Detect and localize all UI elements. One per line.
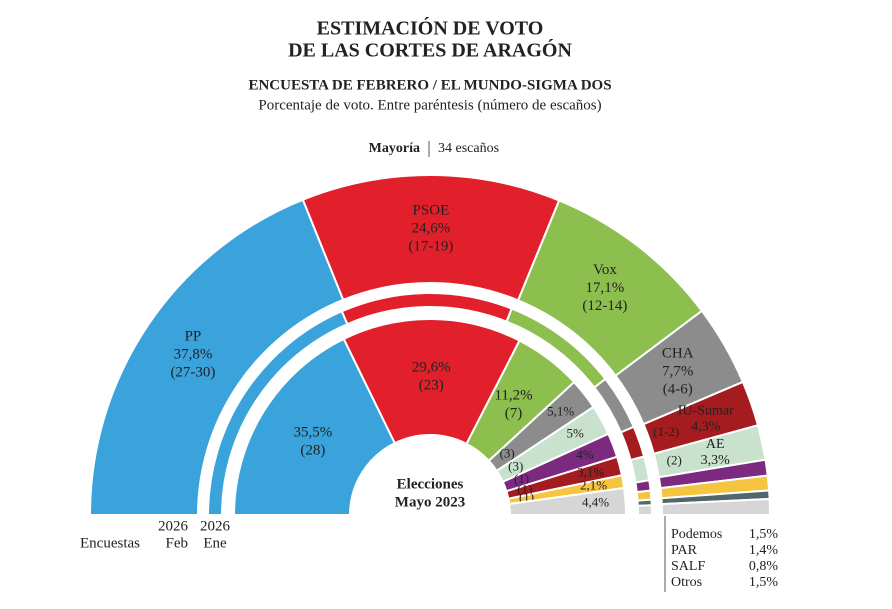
chart-subtitle: ENCUESTA DE FEBRERO / EL MUNDO-SIGMA DOS xyxy=(248,77,611,93)
segment-label: (17-19) xyxy=(408,238,453,254)
segment-label: 4% xyxy=(576,447,594,462)
segment-label: 3,3% xyxy=(701,453,731,468)
segment-label: 5% xyxy=(567,426,585,441)
ring-label: 2026 xyxy=(158,518,189,534)
seat-label: (1) xyxy=(517,481,532,496)
segment-label: Vox xyxy=(593,262,617,278)
majority-label: Mayoría xyxy=(369,141,420,156)
segment-label: PSOE xyxy=(413,202,450,218)
legend-label: SALF xyxy=(671,559,705,574)
segment-label: (7) xyxy=(505,406,523,422)
ring-segment xyxy=(88,198,345,516)
ring-label: Feb xyxy=(166,535,189,551)
legend-value: 1,5% xyxy=(749,527,779,542)
legend-label: Podemos xyxy=(671,527,722,542)
segment-label: (12-14) xyxy=(582,298,627,314)
ring-segment xyxy=(660,497,772,516)
ring-label: Elecciones xyxy=(397,476,464,492)
legend-value: 1,4% xyxy=(749,543,779,558)
seat-label: (2) xyxy=(667,453,682,468)
legend-value: 1,5% xyxy=(749,575,779,590)
ring-segment xyxy=(636,504,654,516)
seat-label: (1) xyxy=(514,471,529,486)
legend-label: PAR xyxy=(671,543,698,558)
segment-label: 35,5% xyxy=(294,424,333,440)
segment-label: (27-30) xyxy=(170,364,215,380)
majority-seats: 34 escaños xyxy=(438,141,499,156)
ring-segment xyxy=(342,318,521,446)
chart-title: ESTIMACIÓN DE VOTO xyxy=(317,16,544,40)
segment-label: 24,6% xyxy=(412,220,451,236)
ring-label: Ene xyxy=(203,535,227,551)
ring-group-label: Encuestas xyxy=(80,535,140,551)
segment-name: AE xyxy=(706,437,725,452)
ring-segment xyxy=(629,455,651,484)
segment-name: IU-Sumar xyxy=(678,403,734,418)
ring-segment xyxy=(508,486,628,516)
segment-label: 4,3% xyxy=(691,419,721,434)
segment-label: (28) xyxy=(300,442,325,458)
segment-label: (4-6) xyxy=(663,382,693,398)
seat-label: (1-2) xyxy=(653,424,679,439)
ring-label: Mayo 2023 xyxy=(395,494,465,510)
chart-note: Porcentaje de voto. Entre paréntesis (nú… xyxy=(258,97,601,113)
seat-label: (3) xyxy=(508,459,523,474)
ring-label: 2026 xyxy=(200,518,231,534)
segment-label: 7,7% xyxy=(662,364,693,380)
segment-label: 5,1% xyxy=(547,404,574,419)
segment-label: 37,8% xyxy=(174,346,213,362)
seat-label: (3) xyxy=(500,446,515,461)
segment-label: PP xyxy=(185,328,202,344)
segment-label: 29,6% xyxy=(412,359,451,375)
segment-label: (23) xyxy=(419,377,444,393)
segment-label: 3,1% xyxy=(577,464,604,479)
legend-label: Otros xyxy=(671,575,702,590)
segment-label: 17,1% xyxy=(586,280,625,296)
chart-title: DE LAS CORTES DE ARAGÓN xyxy=(288,38,572,62)
segment-label: CHA xyxy=(662,346,694,362)
segment-label: 11,2% xyxy=(494,388,532,404)
legend-value: 0,8% xyxy=(749,559,779,574)
segment-label: 4,4% xyxy=(582,495,609,510)
segment-label: 2,1% xyxy=(580,478,607,493)
ring-segment xyxy=(619,425,646,462)
ring-segment xyxy=(232,337,397,516)
